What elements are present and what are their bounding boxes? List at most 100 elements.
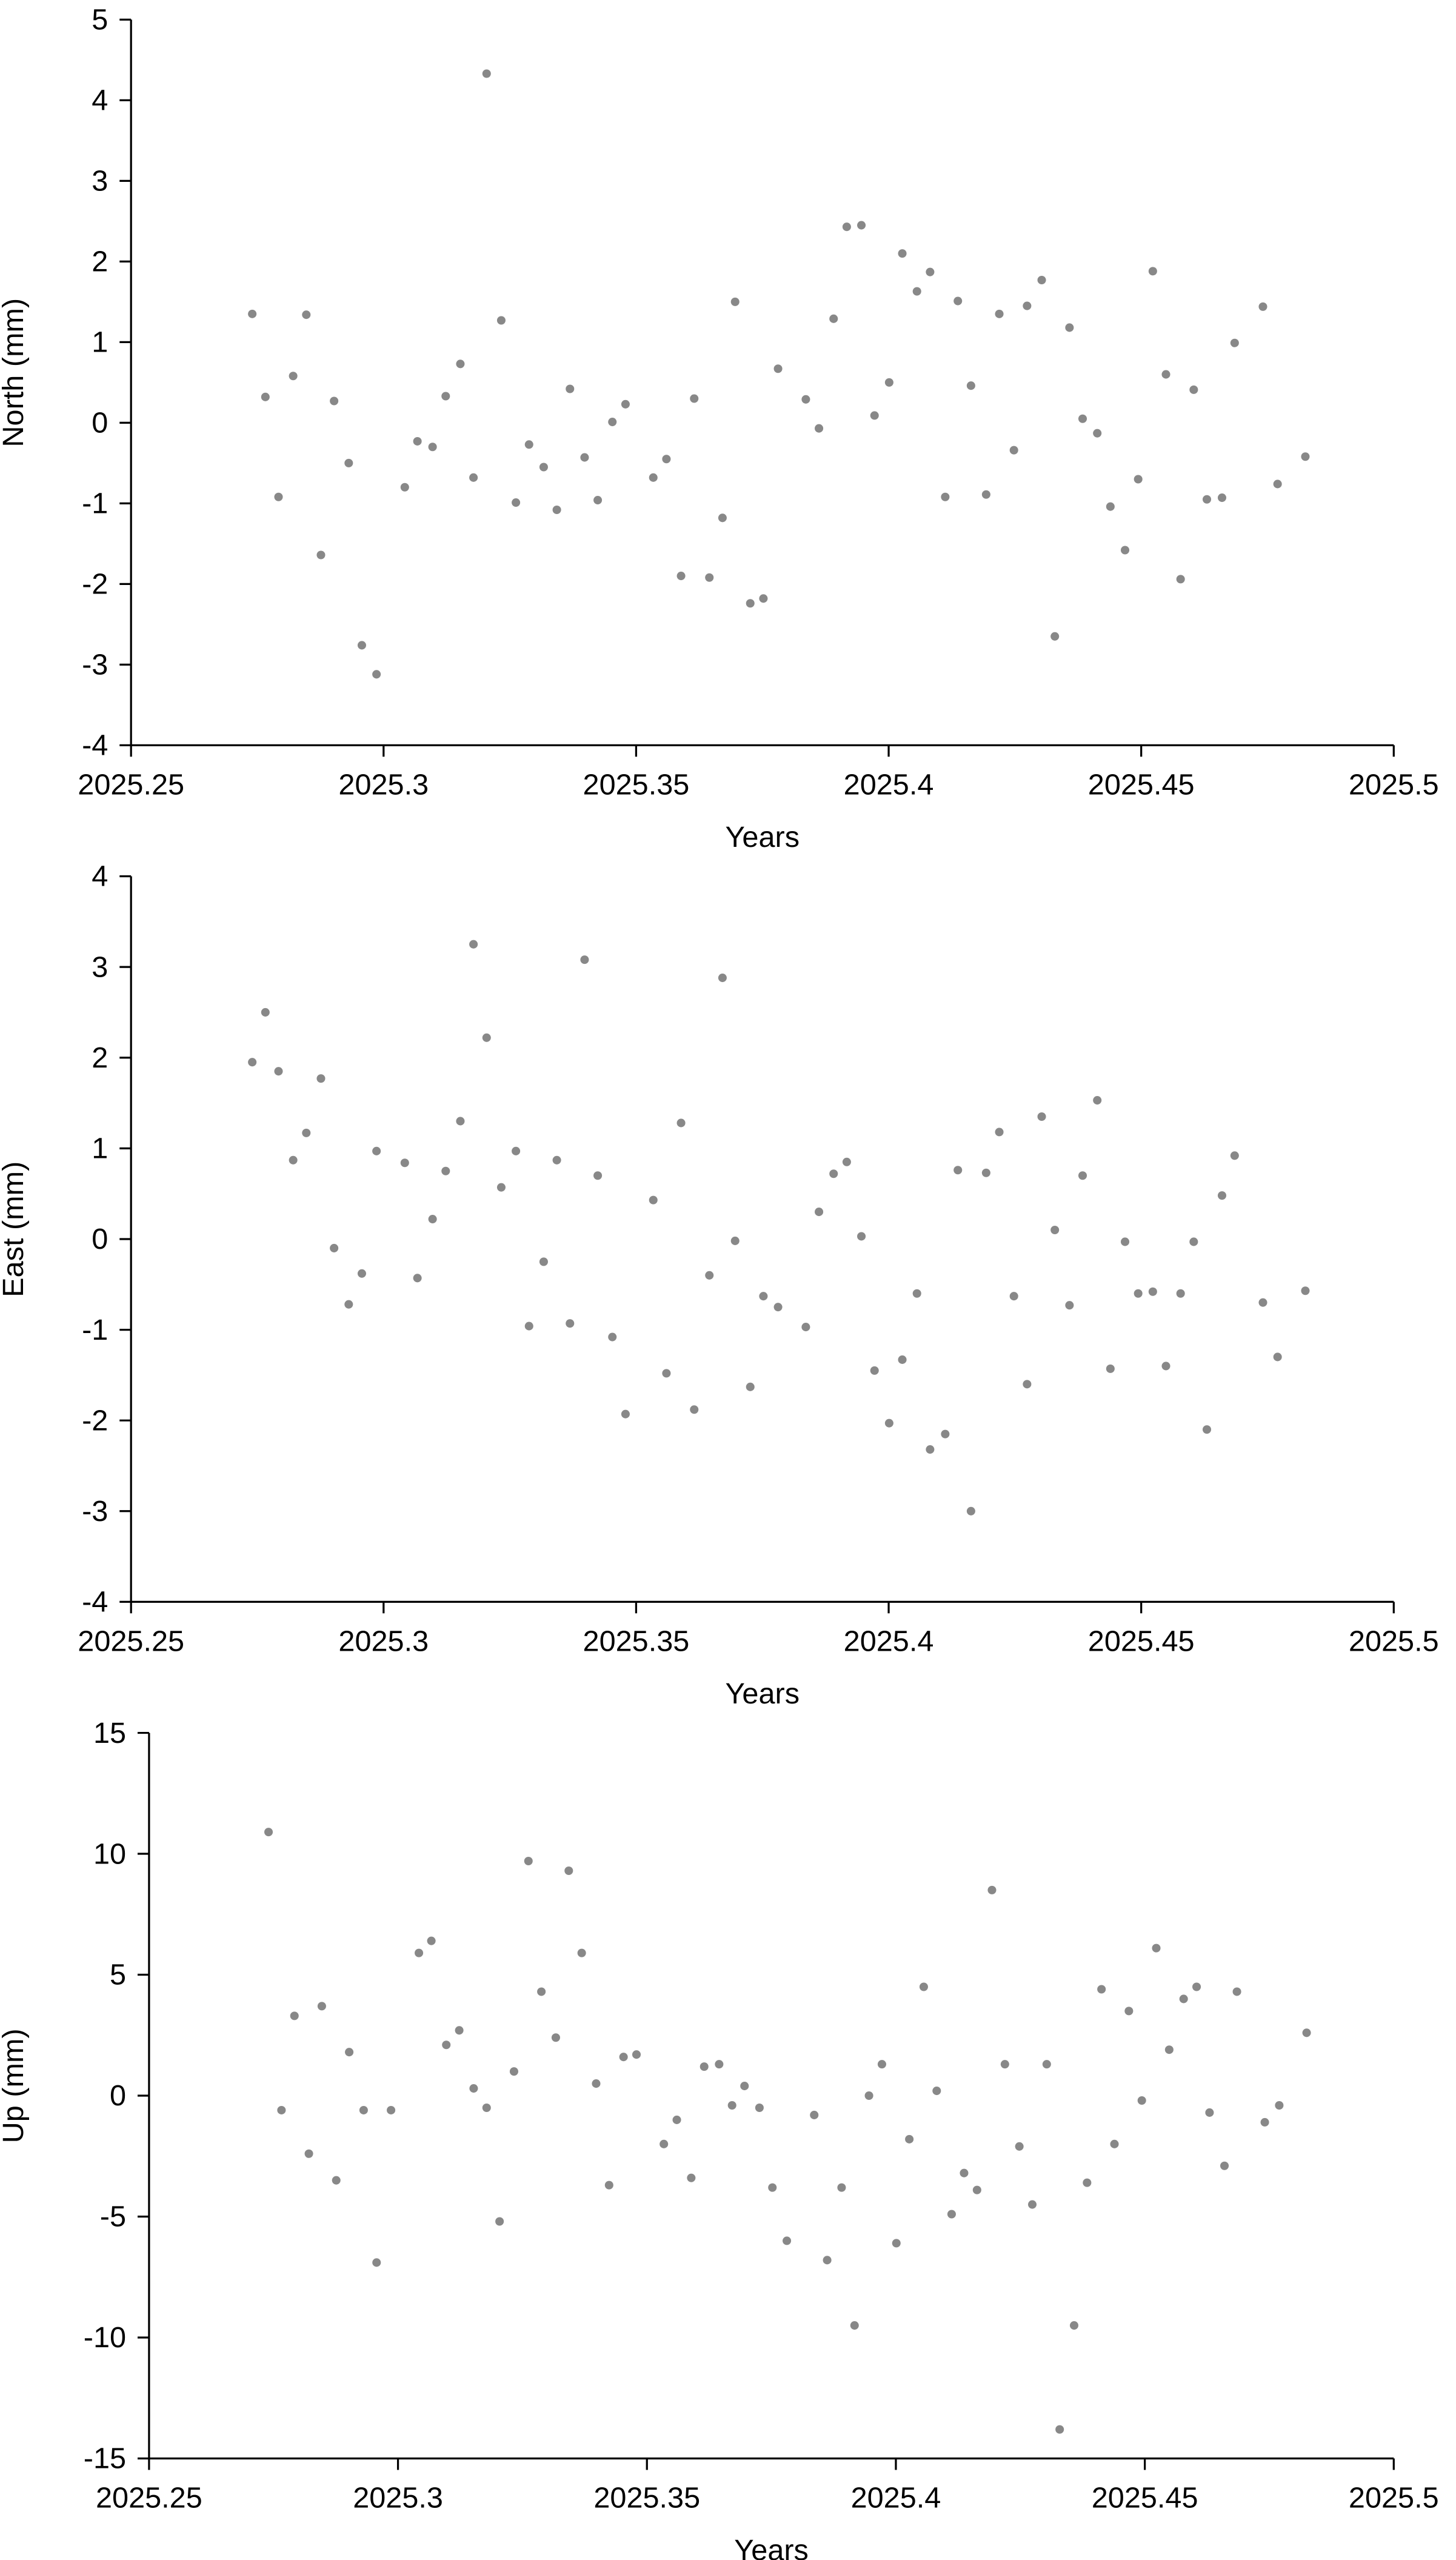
x-axis-label: Years <box>734 2534 809 2560</box>
point <box>621 399 630 409</box>
point <box>995 309 1004 318</box>
x-tick-label: 2025.35 <box>593 2482 700 2515</box>
point <box>496 1183 506 1192</box>
point <box>662 455 671 464</box>
point <box>715 2060 724 2069</box>
y-tick-label: 5 <box>92 4 108 36</box>
point <box>524 1322 533 1331</box>
point <box>1050 1225 1060 1235</box>
point <box>248 309 257 318</box>
point <box>801 395 810 404</box>
point <box>1205 2108 1214 2117</box>
point <box>357 1269 366 1278</box>
y-tick-label: 2 <box>92 1041 108 1074</box>
y-axis-label: North (mm) <box>0 298 30 447</box>
point <box>884 1419 893 1428</box>
x-tick-label: 2025.35 <box>583 1625 690 1657</box>
point <box>357 641 366 650</box>
point <box>469 2084 478 2093</box>
point <box>248 1058 257 1067</box>
point <box>783 2236 792 2245</box>
point <box>274 1067 283 1076</box>
point <box>966 1506 975 1516</box>
x-tick-label: 2025.35 <box>583 768 690 801</box>
point <box>912 1289 921 1298</box>
point <box>372 1146 381 1155</box>
point <box>1097 1985 1106 1994</box>
point <box>316 550 326 560</box>
point <box>1230 338 1239 347</box>
point <box>302 1128 311 1137</box>
point <box>566 1319 575 1328</box>
point <box>509 2067 518 2076</box>
point <box>415 1948 424 1957</box>
y-tick-label: -1 <box>82 487 108 520</box>
point <box>1161 1362 1170 1371</box>
point <box>662 1369 671 1378</box>
point <box>1042 2060 1051 2069</box>
point <box>1301 1286 1310 1295</box>
y-tick-label: 4 <box>92 84 108 117</box>
point <box>345 2048 354 2057</box>
point <box>1258 302 1267 311</box>
point <box>1220 2161 1229 2170</box>
y-tick-label: 10 <box>93 1837 126 1870</box>
point <box>1015 2142 1024 2151</box>
point <box>768 2183 777 2192</box>
x-tick-label: 2025.25 <box>78 768 184 801</box>
point <box>837 2183 846 2192</box>
y-tick-label: -4 <box>82 729 108 762</box>
point <box>932 2087 941 2096</box>
point <box>1000 2060 1009 2069</box>
point <box>1258 1298 1267 1307</box>
point <box>730 1236 740 1245</box>
point <box>926 1445 935 1454</box>
point <box>359 2105 368 2114</box>
point <box>1050 632 1060 641</box>
point <box>1164 2045 1174 2054</box>
x-axis-label: Years <box>725 821 800 854</box>
point <box>537 1987 546 1996</box>
x-axis-label: Years <box>725 1677 800 1710</box>
point <box>660 2139 669 2148</box>
point <box>496 316 506 325</box>
point <box>1148 1287 1157 1296</box>
point <box>427 1936 436 1945</box>
point <box>759 594 768 603</box>
point <box>1202 1425 1212 1434</box>
x-tick-label: 2025.3 <box>338 1625 429 1657</box>
chart: -15 -10 -5 0 5 10 15 2025.25 2025.3 2025.35 2025.4… <box>0 1717 1439 2560</box>
point <box>773 364 783 373</box>
point <box>801 1323 810 1332</box>
point <box>892 2239 901 2248</box>
point <box>482 69 491 78</box>
point <box>566 384 575 393</box>
point <box>1069 2321 1079 2330</box>
point <box>400 1158 409 1168</box>
point <box>264 1828 273 1837</box>
point <box>330 396 339 406</box>
point <box>316 1074 326 1083</box>
point <box>332 2176 341 2185</box>
point <box>947 2210 956 2219</box>
point <box>1217 1191 1227 1200</box>
point <box>413 436 422 446</box>
y-tick-label: 1 <box>92 326 108 359</box>
point <box>755 2103 764 2112</box>
y-tick-label: 2 <box>92 246 108 278</box>
point <box>687 2173 696 2182</box>
point <box>649 473 658 482</box>
point <box>387 2105 396 2114</box>
point <box>277 2105 286 2114</box>
point <box>632 2050 641 2059</box>
point <box>1078 1171 1087 1180</box>
point <box>746 1382 755 1391</box>
point <box>815 1208 824 1217</box>
point <box>676 1118 686 1128</box>
point <box>1189 1237 1198 1246</box>
point <box>455 2026 464 2035</box>
point <box>592 2079 601 2088</box>
point <box>495 2217 504 2226</box>
point <box>1273 1352 1282 1362</box>
